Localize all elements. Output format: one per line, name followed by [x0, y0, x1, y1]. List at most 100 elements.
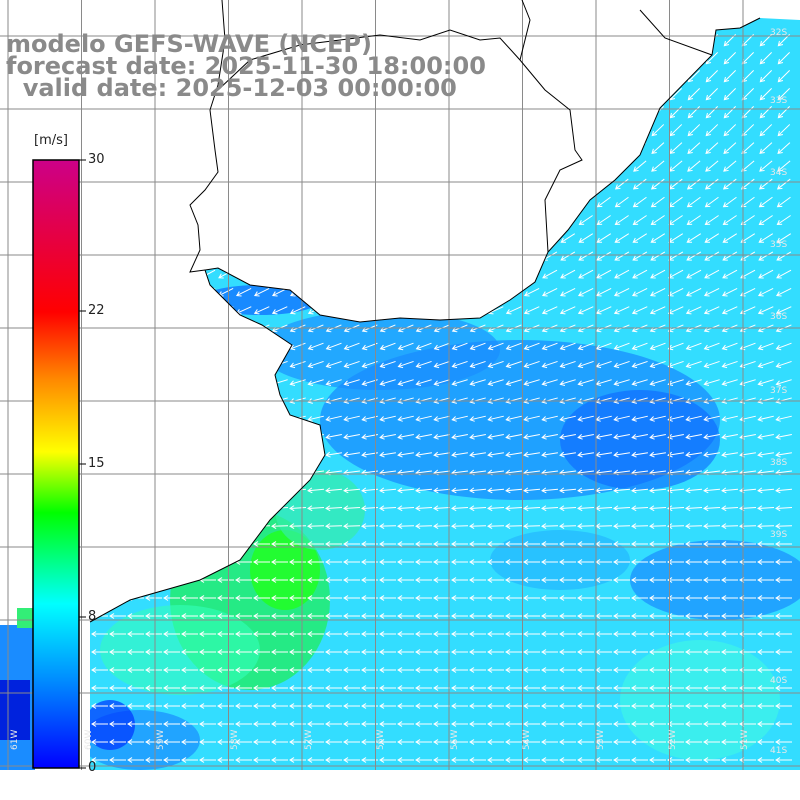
wind-arrow	[685, 559, 702, 565]
wind-arrow	[775, 451, 792, 458]
wind-arrow	[776, 251, 792, 261]
lat-label: 40S	[770, 676, 788, 686]
wind-arrow	[667, 685, 684, 691]
wind-arrow	[325, 577, 342, 583]
wind-arrow	[253, 631, 270, 637]
wind-arrow	[199, 631, 216, 637]
wind-arrow	[289, 595, 306, 601]
wind-arrow	[343, 631, 360, 637]
wind-arrow	[775, 379, 792, 387]
wind-arrow	[703, 342, 720, 351]
wind-arrow	[289, 559, 306, 565]
wind-arrow	[307, 559, 324, 565]
wind-arrow	[721, 739, 738, 745]
lat-label: 34S	[770, 168, 788, 178]
wind-arrow	[577, 667, 594, 673]
wind-arrow	[217, 667, 234, 673]
wind-arrow	[91, 721, 108, 727]
wind-arrow	[163, 703, 180, 709]
wind-arrow	[649, 577, 666, 583]
wind-arrow	[777, 51, 791, 65]
wind-arrow	[289, 631, 306, 637]
wind-arrow	[631, 703, 648, 709]
wind-arrow	[649, 487, 667, 494]
wind-arrow	[253, 757, 270, 763]
wind-arrow	[775, 342, 792, 351]
wind-arrow	[757, 649, 774, 655]
wind-arrow	[469, 631, 486, 637]
wind-arrow	[127, 739, 144, 745]
wind-arrow	[505, 649, 522, 655]
wind-arrow	[505, 379, 522, 387]
wind-arrow	[469, 649, 486, 655]
wind-arrow	[325, 342, 342, 351]
wind-arrow	[271, 306, 288, 315]
wind-arrow	[505, 487, 523, 494]
wind-arrow	[109, 685, 126, 691]
wind-arrow	[775, 667, 792, 673]
wind-arrow	[451, 541, 468, 547]
wind-arrow	[559, 649, 576, 655]
wind-arrow	[669, 124, 683, 137]
wind-arrow	[433, 505, 451, 512]
wind-arrow	[379, 559, 396, 565]
wind-arrow	[469, 703, 486, 709]
wind-arrow	[541, 685, 558, 691]
wind-arrow	[415, 667, 432, 673]
wind-arrow	[289, 306, 306, 315]
wind-arrow	[685, 505, 703, 512]
wind-arrow	[145, 613, 162, 619]
wind-arrow	[487, 342, 504, 351]
wind-arrow	[703, 649, 720, 655]
wind-arrow	[487, 415, 504, 422]
wind-arrow	[235, 287, 252, 297]
wind-arrow	[757, 342, 774, 351]
wind-arrow	[307, 415, 324, 422]
wind-speed-field-west	[0, 608, 35, 770]
wind-arrow	[127, 667, 144, 673]
wind-arrow	[325, 613, 342, 619]
wind-arrow	[577, 379, 594, 387]
wind-arrow	[379, 505, 397, 512]
wind-arrow	[577, 287, 594, 297]
wind-arrow	[649, 451, 666, 458]
wind-arrow	[217, 595, 234, 601]
wind-arrow	[127, 631, 144, 637]
wind-arrow	[397, 577, 414, 583]
wind-arrow	[721, 559, 738, 565]
wind-arrow	[325, 721, 342, 727]
wind-arrow	[559, 433, 576, 440]
wind-arrow	[379, 595, 396, 601]
wind-arrow	[505, 631, 522, 637]
wind-arrow	[775, 649, 792, 655]
lon-label: 61W	[10, 729, 20, 750]
wind-arrow	[379, 342, 396, 351]
wind-arrow	[163, 631, 180, 637]
wind-arrow	[325, 649, 342, 655]
wind-arrow	[758, 251, 774, 261]
wind-arrow	[704, 196, 719, 208]
wind-arrow	[397, 487, 415, 494]
wind-arrow	[541, 667, 558, 673]
wind-arrow	[415, 595, 432, 601]
wind-arrow	[703, 487, 721, 494]
wind-arrow	[523, 505, 541, 512]
wind-arrow	[469, 577, 486, 583]
wind-arrow	[487, 631, 504, 637]
wind-arrow	[705, 142, 719, 154]
wind-arrow	[722, 178, 737, 190]
wind-arrow	[253, 667, 270, 673]
wind-arrow	[703, 757, 720, 763]
wind-arrow	[325, 739, 342, 745]
wind-arrow	[687, 142, 701, 154]
wind-arrow	[469, 523, 487, 530]
lon-label: 52W	[668, 729, 678, 750]
wind-arrow	[433, 739, 450, 745]
wind-arrow	[577, 451, 594, 458]
wind-arrow	[775, 685, 792, 691]
wind-arrow	[505, 667, 522, 673]
wind-arrow	[649, 757, 666, 763]
wind-arrow	[649, 559, 666, 565]
wind-arrow	[307, 342, 324, 351]
lon-label: 53W	[596, 729, 606, 750]
